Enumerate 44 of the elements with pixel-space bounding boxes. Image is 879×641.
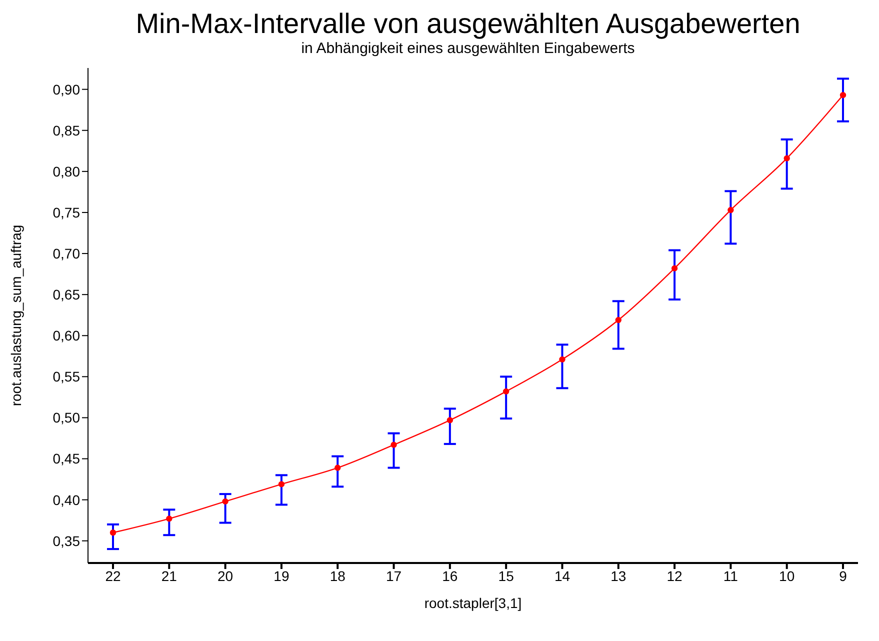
point bbox=[446, 417, 454, 424]
point bbox=[615, 316, 622, 324]
x-tick-label: 11 bbox=[723, 568, 738, 584]
y-tick-label: 0,65 bbox=[52, 286, 80, 303]
point bbox=[502, 388, 510, 395]
x-tick-label: 22 bbox=[105, 568, 121, 584]
x-tick-label: 17 bbox=[386, 568, 402, 584]
x-axis-title: root.stapler[3,1] bbox=[424, 595, 522, 611]
x-tick-label: 19 bbox=[274, 568, 290, 584]
y-tick-label: 0,90 bbox=[52, 81, 80, 98]
y-tick-label: 0,75 bbox=[52, 204, 80, 220]
point bbox=[278, 481, 285, 488]
x-tick-label: 10 bbox=[779, 568, 795, 584]
point bbox=[840, 92, 846, 98]
x-tick-label: 20 bbox=[218, 568, 234, 584]
y-axis-title: root.auslastung_sum_auftrag bbox=[8, 224, 24, 406]
point bbox=[166, 516, 172, 522]
y-tick-label: 0,40 bbox=[52, 492, 80, 508]
point bbox=[110, 530, 116, 536]
point bbox=[671, 265, 678, 272]
y-tick-label: 0,55 bbox=[52, 368, 80, 385]
x-tick-label: 18 bbox=[330, 568, 346, 584]
point bbox=[222, 498, 228, 505]
y-tick-label: 0,70 bbox=[52, 245, 80, 262]
point bbox=[728, 206, 734, 214]
x-tick-label: 14 bbox=[554, 568, 570, 584]
y-tick-label: 0,50 bbox=[52, 410, 80, 426]
point bbox=[559, 356, 566, 363]
x-tick-label: 16 bbox=[442, 568, 458, 584]
x-tick-label: 15 bbox=[498, 568, 514, 584]
point bbox=[334, 464, 341, 471]
y-tick-label: 0,60 bbox=[52, 328, 80, 344]
point bbox=[784, 155, 790, 162]
y-tick-label: 0,35 bbox=[52, 532, 80, 549]
x-tick-label: 21 bbox=[161, 568, 178, 584]
chart-title: Min-Max-Intervalle von ausgewählten Ausgabewerten bbox=[134, 8, 802, 40]
x-tick-label: 9 bbox=[839, 568, 848, 584]
y-tick-label: 0,45 bbox=[52, 450, 80, 467]
point bbox=[390, 442, 397, 448]
chart-subtitle: in Abhängigkeit eines ausgewählten Eingabewerts bbox=[300, 40, 636, 58]
y-tick-label: 0,85 bbox=[52, 122, 80, 138]
y-tick-label: 0,80 bbox=[52, 163, 80, 180]
x-tick-label: 12 bbox=[666, 568, 683, 584]
x-tick-label: 13 bbox=[610, 568, 626, 584]
